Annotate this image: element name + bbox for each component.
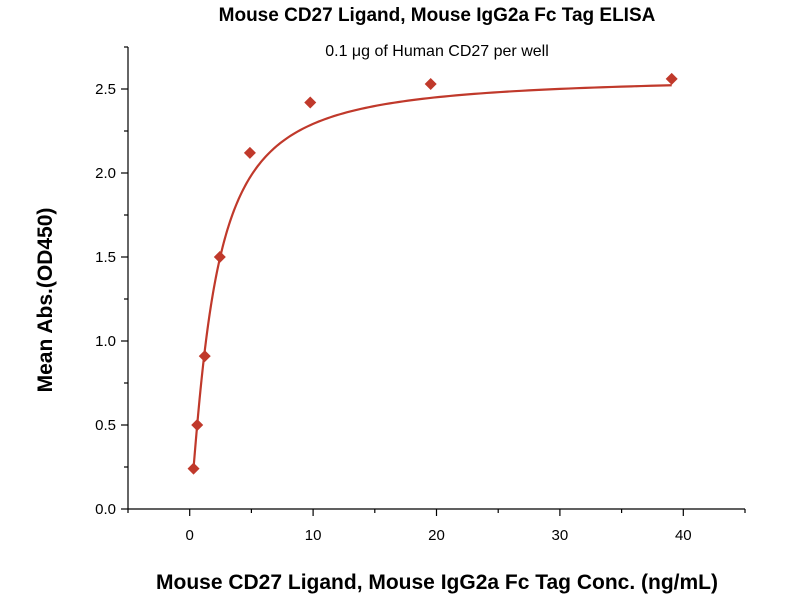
data-point bbox=[665, 72, 678, 85]
x-tick-label: 40 bbox=[675, 527, 692, 544]
x-axis-ticks: 0 10 20 30 40 bbox=[127, 509, 746, 544]
data-points bbox=[187, 72, 678, 475]
y-tick-label: 1.5 bbox=[95, 249, 116, 266]
data-point bbox=[191, 419, 204, 431]
data-point bbox=[243, 146, 256, 159]
x-tick-label: 20 bbox=[428, 527, 445, 544]
x-tick-label: 0 bbox=[186, 527, 194, 544]
data-point bbox=[187, 462, 200, 475]
y-tick-label: 0.5 bbox=[95, 417, 116, 434]
x-tick-label: 10 bbox=[305, 527, 322, 544]
y-tick-label: 2.0 bbox=[95, 165, 116, 182]
x-axis-label: Mouse CD27 Ligand, Mouse IgG2a Fc Tag Co… bbox=[156, 571, 718, 594]
data-point bbox=[198, 350, 211, 363]
y-tick-label: 1.0 bbox=[95, 333, 116, 350]
data-point bbox=[304, 96, 317, 109]
y-tick-label: 2.5 bbox=[95, 81, 116, 98]
y-axis-ticks: 0.0 0.5 1.0 1.5 2.0 2.5 bbox=[95, 46, 128, 518]
y-axis-label: Mean Abs.(OD450) bbox=[34, 208, 57, 393]
chart-subtitle: 0.1 μg of Human CD27 per well bbox=[325, 43, 549, 60]
data-point bbox=[213, 251, 226, 263]
y-tick-label: 0.0 bbox=[95, 501, 116, 518]
chart-title: Mouse CD27 Ligand, Mouse IgG2a Fc Tag EL… bbox=[219, 5, 656, 26]
x-tick-label: 30 bbox=[552, 527, 569, 544]
fit-curve bbox=[192, 84, 672, 469]
data-point bbox=[424, 77, 437, 90]
